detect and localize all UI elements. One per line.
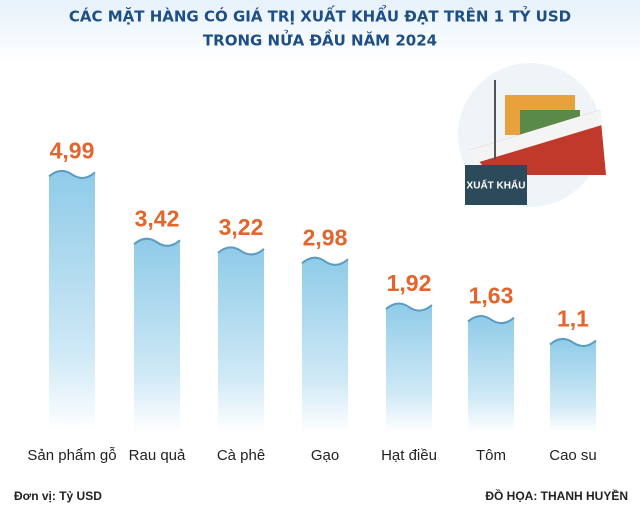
x-tick-label: Sản phẩm gỗ: [27, 447, 116, 464]
header-bg: [0, 0, 640, 62]
chart-title: CÁC MẶT HÀNG CÓ GIÁ TRỊ XUẤT KHẨU ĐẠT TR…: [69, 4, 571, 26]
value-label: 2,98: [303, 224, 348, 250]
value-label: 1,63: [469, 283, 514, 309]
bar: [550, 338, 596, 432]
x-tick-label: Tôm: [476, 447, 506, 464]
bar-wave: [301, 256, 349, 266]
bar: [468, 316, 514, 432]
value-label: 1,1: [557, 306, 589, 332]
unit-note: Đơn vị: Tỷ USD: [14, 489, 102, 503]
ship-illustration: XUẤT KHẨU: [458, 63, 606, 207]
x-tick-label: Cà phê: [217, 447, 265, 464]
bar: [218, 247, 264, 432]
value-label: 4,99: [50, 138, 95, 164]
x-tick-label: Rau quả: [129, 447, 186, 464]
bar-wave: [385, 302, 433, 312]
bar: [49, 170, 95, 432]
credit: ĐỒ HỌA: THANH HUYỀN: [485, 488, 628, 503]
illustration-label: XUẤT KHẨU: [467, 179, 526, 192]
bar-wave: [133, 237, 181, 247]
bar-wave: [549, 337, 597, 347]
x-tick-label: Hạt điều: [381, 447, 437, 464]
bar: [302, 257, 348, 432]
bar-wave: [48, 169, 96, 179]
value-label: 3,42: [135, 205, 180, 231]
bar: [386, 303, 432, 432]
bar: [134, 238, 180, 432]
x-tick-label: Gạo: [311, 447, 339, 464]
x-tick-label: Cao su: [549, 447, 597, 464]
value-label: 3,22: [219, 214, 264, 240]
value-label: 1,92: [387, 270, 432, 296]
bar-wave: [217, 246, 265, 256]
chart-subtitle: TRONG NỬA ĐẦU NĂM 2024: [203, 29, 437, 50]
bar-wave: [467, 315, 515, 325]
